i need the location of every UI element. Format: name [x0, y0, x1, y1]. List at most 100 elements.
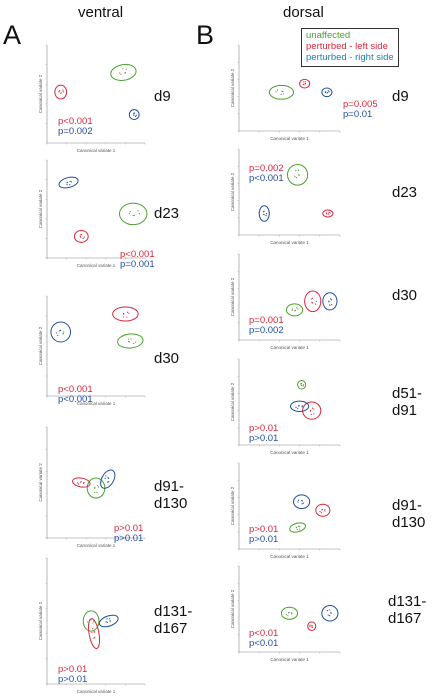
data-point-left	[321, 508, 324, 511]
x-axis-label: Canonical variate 1	[77, 401, 116, 406]
column-title-dorsal: dorsal	[283, 4, 324, 21]
day-label-dorsal-3: d30	[392, 287, 418, 304]
confidence-ellipse-unaffected	[110, 63, 137, 81]
confidence-ellipse-left	[112, 306, 139, 322]
data-point-left	[58, 89, 61, 92]
data-point-unaffected	[296, 528, 298, 531]
data-point-unaffected	[287, 615, 289, 617]
p-left-ventral-2: p<0.001	[120, 249, 155, 260]
data-point-left	[315, 303, 317, 305]
day-label-dorsal-6: d131- d167	[388, 593, 427, 628]
p-left-dorsal-1: p=0.005	[343, 99, 378, 110]
p-left-ventral-5: p>0.01	[58, 664, 88, 675]
data-point-right	[330, 612, 332, 614]
p-right-ventral-1: p=0.002	[58, 126, 93, 137]
data-point-unaffected	[298, 174, 300, 176]
confidence-ellipse-unaffected	[82, 610, 100, 632]
data-point-unaffected	[295, 176, 297, 179]
data-point-right	[109, 620, 111, 622]
confidence-ellipse-right	[321, 605, 339, 622]
data-point-left	[304, 81, 306, 83]
data-point-unaffected	[133, 214, 135, 216]
data-point-right	[328, 300, 330, 302]
data-point-right	[69, 184, 71, 186]
data-point-right	[107, 477, 110, 479]
y-axis-label: Canonical variate 2	[230, 277, 235, 316]
confidence-ellipse-unaffected	[117, 333, 144, 349]
data-point-left	[93, 637, 95, 639]
data-point-right	[62, 333, 64, 335]
confidence-ellipse-unaffected	[280, 606, 299, 620]
data-point-left	[329, 212, 331, 214]
data-point-right	[327, 614, 329, 616]
data-point-right	[301, 503, 303, 505]
axes-frame	[46, 296, 145, 397]
data-point-right	[327, 609, 329, 612]
day-label-dorsal-4: d51- d91	[392, 385, 423, 420]
data-point-left	[302, 83, 304, 85]
column-title-ventral: ventral	[78, 4, 124, 21]
x-axis-label: Canonical variate 1	[77, 263, 116, 268]
confidence-ellipse-left	[304, 290, 322, 313]
data-point-unaffected	[291, 309, 293, 311]
data-point-right	[63, 331, 65, 333]
y-axis-label: Canonical variate 2	[38, 463, 43, 502]
data-point-left	[91, 628, 94, 630]
data-point-left	[324, 509, 326, 511]
data-point-unaffected	[298, 173, 300, 175]
data-point-unaffected	[92, 622, 94, 624]
data-point-right	[263, 210, 265, 212]
confidence-ellipse-left	[299, 78, 311, 89]
y-axis-label: Canonical variate 2	[230, 172, 235, 211]
data-point-right	[107, 481, 109, 483]
data-point-unaffected	[128, 338, 130, 340]
data-point-left	[311, 625, 313, 627]
p-left-ventral-4: p>0.01	[114, 523, 144, 534]
data-point-left	[309, 409, 311, 411]
data-point-left	[309, 625, 311, 628]
data-point-left	[60, 92, 62, 94]
confidence-ellipse-right	[290, 400, 310, 412]
data-point-right	[263, 213, 265, 215]
panel-letter-b: B	[196, 20, 215, 50]
data-point-right	[295, 406, 297, 408]
p-right-dorsal-4: p>0.01	[249, 433, 279, 444]
data-point-right	[298, 404, 300, 407]
day-label-ventral-2: d23	[154, 205, 180, 222]
data-point-left	[58, 91, 60, 93]
y-axis-label: Canonical variate 2	[38, 189, 43, 228]
data-point-unaffected	[302, 385, 304, 387]
data-point-right	[265, 213, 268, 215]
data-point-unaffected	[298, 528, 301, 530]
data-point-right	[109, 618, 111, 620]
data-point-right	[330, 304, 333, 306]
confidence-ellipse-unaffected	[297, 380, 307, 390]
scatter-panel-3: Canonical variate 1 Canonical variate 2	[38, 295, 146, 406]
data-point-unaffected	[296, 307, 298, 309]
p-left-ventral-1: p<0.001	[58, 116, 93, 127]
scatter-panel-11: Canonical variate 1 Canonical variate 2	[230, 565, 341, 662]
data-point-right	[301, 405, 303, 407]
data-point-unaffected	[96, 491, 98, 494]
data-point-left	[303, 81, 305, 83]
p-right-ventral-2: p=0.001	[120, 259, 155, 270]
confidence-ellipse-right	[50, 321, 72, 343]
p-right-dorsal-1: p=0.01	[343, 109, 373, 120]
p-right-ventral-5: p>0.01	[58, 674, 88, 685]
data-point-left	[320, 512, 323, 514]
data-point-unaffected	[125, 68, 127, 70]
p-left-dorsal-4: p>0.01	[249, 423, 279, 434]
x-axis-label: Canonical variate 1	[270, 240, 309, 245]
data-point-right	[301, 500, 303, 502]
data-point-right	[330, 299, 333, 301]
data-point-right	[134, 115, 137, 117]
data-point-unaffected	[282, 91, 284, 93]
day-label-ventral-3: d30	[154, 350, 180, 367]
data-point-unaffected	[137, 210, 139, 212]
scatter-panel-9: Canonical variate 1 Canonical variate 2	[230, 358, 341, 455]
x-axis-label: Canonical variate 1	[270, 657, 309, 662]
data-point-left	[122, 316, 124, 318]
data-point-unaffected	[295, 169, 297, 172]
data-point-left	[91, 631, 93, 634]
legend-item-unaffected: unaffected	[306, 30, 351, 41]
